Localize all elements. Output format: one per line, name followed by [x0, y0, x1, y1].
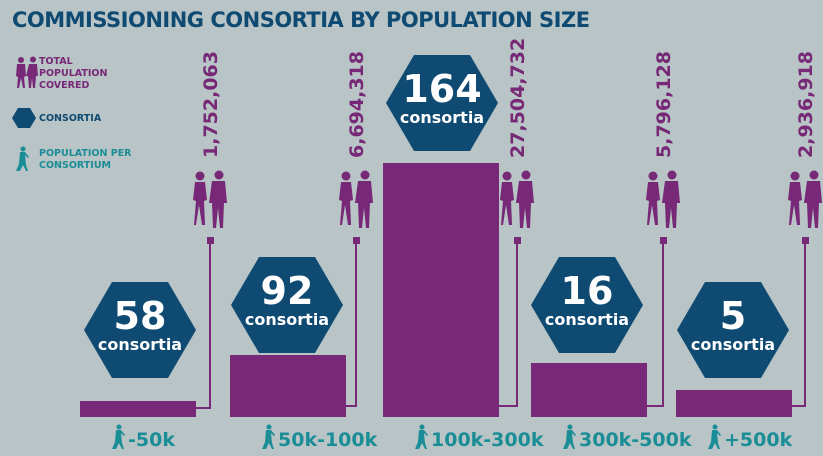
population-bar — [80, 400, 196, 417]
consortia-count: 16 — [560, 269, 614, 313]
consortia-unit: consortia — [690, 335, 776, 354]
category-label: 300k-500k — [561, 424, 691, 451]
population-bar — [676, 389, 792, 417]
population-label: 27,504,732 — [507, 37, 529, 158]
consortia-hexagon: 58 consortia — [84, 282, 196, 378]
connector-line — [346, 405, 357, 407]
category-text: +500k — [724, 429, 793, 451]
category-text: 300k-500k — [579, 429, 692, 451]
connector-line — [792, 405, 806, 407]
hexagon-icon — [12, 108, 36, 128]
legend-population-label: TOTAL POPULATION COVERED — [39, 56, 108, 91]
category-label: 100k-300k — [413, 424, 543, 451]
population-label: 2,936,918 — [795, 51, 817, 158]
population-bar — [531, 363, 647, 417]
consortia-count: 5 — [719, 294, 747, 338]
category-label: 50k-100k — [260, 424, 377, 451]
walking-person-icon — [262, 424, 275, 449]
population-label: 6,694,318 — [346, 51, 368, 158]
connector-line — [355, 242, 357, 407]
walking-person-icon — [708, 424, 721, 449]
consortia-unit: consortia — [244, 310, 330, 329]
connector-marker — [206, 237, 214, 244]
walking-person-icon — [16, 146, 29, 171]
consortia-hexagon: 5 consortia — [677, 282, 789, 378]
consortia-count: 92 — [260, 269, 314, 313]
chart-title: COMMISSIONING CONSORTIA BY POPULATION SI… — [12, 8, 590, 32]
connector-line — [499, 405, 518, 407]
connector-line — [516, 242, 518, 407]
consortia-count: 164 — [402, 67, 482, 111]
connector-line — [196, 407, 211, 409]
people-icon — [339, 170, 373, 228]
consortia-hexagon: 16 consortia — [531, 257, 643, 353]
people-icon — [788, 170, 822, 228]
connector-line — [647, 405, 664, 407]
legend-consortia-label: CONSORTIA — [39, 113, 102, 124]
consortia-hexagon: 164 consortia — [386, 55, 498, 151]
connector-marker — [801, 237, 809, 244]
population-bar — [383, 163, 499, 417]
population-label: 1,752,063 — [200, 51, 222, 158]
consortia-unit: consortia — [97, 335, 183, 354]
consortia-hexagon: 92 consortia — [231, 257, 343, 353]
people-icon — [646, 170, 680, 228]
category-text: -50k — [128, 429, 175, 451]
people-icon — [500, 170, 534, 228]
population-bar — [230, 355, 346, 417]
walking-person-icon — [563, 424, 576, 449]
category-text: 50k-100k — [278, 429, 378, 451]
people-icon — [193, 170, 227, 228]
consortia-unit: consortia — [399, 108, 485, 127]
walking-person-icon — [415, 424, 428, 449]
legend-per-consortium-label: POPULATION PER CONSORTIUM — [39, 148, 132, 171]
connector-line — [209, 242, 211, 409]
connector-marker — [659, 237, 667, 244]
connector-marker — [513, 237, 521, 244]
population-label: 5,796,128 — [653, 51, 675, 158]
connector-line — [804, 242, 806, 407]
category-text: 100k-300k — [431, 429, 544, 451]
category-label: +500k — [706, 424, 792, 451]
people-icon — [16, 56, 38, 88]
connector-marker — [352, 237, 360, 244]
consortia-unit: consortia — [544, 310, 630, 329]
connector-line — [662, 242, 664, 407]
walking-person-icon — [112, 424, 125, 449]
category-label: -50k — [110, 424, 175, 451]
consortia-count: 58 — [113, 294, 167, 338]
